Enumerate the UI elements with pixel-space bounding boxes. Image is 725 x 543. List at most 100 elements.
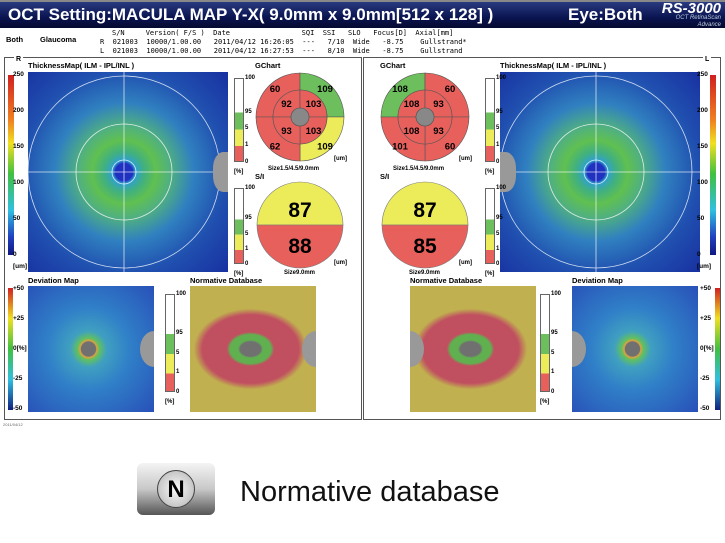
gchart-R: 60 109 109 62 92 103 103 93 87 88	[255, 72, 345, 269]
si-title: S/I	[380, 172, 390, 181]
left-eye-panel	[363, 57, 721, 420]
percent-unit: [%]	[485, 271, 495, 277]
percentile-label: 0	[496, 261, 500, 267]
percentile-label: 100	[245, 185, 256, 191]
thickness-scale-label: 150	[697, 143, 708, 150]
deviation-map-title: Deviation Map	[28, 276, 79, 285]
gchart-value: 60	[270, 84, 281, 95]
thickness-scale-label: 100	[13, 179, 24, 186]
optic-disc	[410, 331, 424, 367]
gchart-value: 109	[317, 84, 333, 95]
percentile-label: 1	[551, 369, 555, 376]
percent-unit: [%]	[165, 399, 175, 405]
gchart-value: 60	[445, 141, 456, 152]
percentile-label: 5	[551, 349, 555, 356]
percentile-label: 95	[551, 330, 558, 337]
optic-disc	[140, 331, 154, 367]
percentile-legend	[234, 78, 244, 162]
title-bar	[0, 0, 725, 28]
deviation-scale-label: +25	[700, 315, 712, 322]
percent-unit: [%]	[485, 169, 495, 175]
deviation-scale-label: +50	[700, 285, 712, 292]
thickness-scale-label: 250	[697, 71, 708, 78]
right-eye-panel	[4, 57, 362, 420]
gchart-value: 93	[433, 126, 444, 137]
thickness-scale-label: 200	[13, 107, 24, 114]
thickness-map	[500, 72, 700, 272]
si-size: Size9.0mm	[409, 270, 441, 276]
percentile-label: 95	[245, 215, 252, 222]
percentile-label: 95	[245, 108, 252, 115]
si-inferior	[381, 224, 469, 269]
caption-text: Normative database	[240, 476, 500, 508]
gchart-value: 108	[404, 126, 420, 137]
info-row-l: L 021003 10000/1.00.00 2011/04/12 16:27:…	[100, 47, 463, 55]
gchart-value: 108	[404, 99, 420, 110]
percentile-label: 5	[245, 230, 249, 237]
gchart-L: 108 60 60 101 108 93 93 108 87 85	[380, 72, 470, 269]
thickness-scale-label: 100	[697, 179, 708, 186]
info-header: S/N Version( F/S ) Date SQI SSI SLO Focu…	[112, 29, 454, 37]
thickness-scale-label: [um]	[13, 263, 28, 270]
gchart-value: 101	[392, 141, 409, 152]
deviation-scale-label: +50	[13, 285, 25, 292]
percentile-legend	[485, 78, 495, 162]
normative-database-map	[190, 286, 316, 412]
thickness-scale-label: 200	[697, 107, 708, 114]
deviation-scale-label: -25	[700, 375, 710, 382]
si-superior	[381, 181, 469, 226]
eye-both-label: Both	[6, 35, 24, 44]
percentile-label: 1	[496, 142, 500, 149]
gchart-value: 60	[445, 84, 456, 95]
deviation-colorbar	[715, 288, 720, 410]
percentile-label: 1	[496, 245, 500, 252]
gchart-value: 103	[306, 126, 322, 137]
si-inferior-value: 85	[413, 235, 437, 258]
si-superior	[256, 181, 344, 226]
gchart-unit: [um]	[334, 156, 347, 162]
percentile-label: 5	[496, 230, 500, 237]
percentile-label: 5	[496, 125, 500, 132]
gchart-title: GChart	[255, 61, 281, 70]
optic-disc	[500, 152, 516, 192]
fovea-center	[290, 107, 310, 127]
si-unit: [um]	[459, 260, 472, 266]
side-label-l: L	[703, 56, 712, 64]
info-row-r: R 021003 10000/1.00.00 2011/04/12 16:26:…	[100, 38, 467, 46]
optic-disc	[572, 331, 586, 367]
gchart-value: 109	[317, 141, 333, 152]
thickness-map	[28, 72, 228, 272]
percentile-legend	[234, 188, 244, 264]
percentile-label: 5	[176, 349, 180, 356]
si-inferior-value: 88	[288, 235, 312, 258]
percentile-label: 100	[496, 185, 507, 191]
side-label-r: R	[14, 56, 24, 64]
thickness-colorbar	[710, 75, 716, 255]
si-size: Size9.0mm	[284, 270, 316, 276]
gchart-unit: [um]	[459, 156, 472, 162]
optic-disc	[213, 152, 228, 192]
percent-unit: [%]	[234, 169, 244, 175]
percentile-label: 100	[245, 75, 256, 81]
etdrs-grid-overlay	[500, 72, 700, 272]
percentile-label: 95	[496, 215, 503, 222]
si-superior-value: 87	[413, 199, 436, 222]
percentile-label: 1	[176, 369, 180, 376]
deviation-map-title: Deviation Map	[572, 276, 623, 285]
normative-database-button[interactable]: N	[137, 463, 215, 515]
gchart-value: 92	[281, 99, 292, 110]
gchart-value: 103	[306, 99, 322, 110]
deviation-map	[28, 286, 154, 412]
footer-date: 2011/04/12	[3, 422, 23, 427]
fovea-center	[415, 107, 435, 127]
deviation-scale-label: -25	[13, 375, 23, 382]
percentile-legend	[165, 294, 175, 392]
gchart-size: Size1.5/4.5/9.0mm	[393, 166, 445, 172]
normative-database-map	[410, 286, 536, 412]
percentile-legend	[485, 188, 495, 264]
deviation-scale-label: +25	[13, 315, 25, 322]
si-inferior	[256, 224, 344, 269]
percentile-label: 0	[496, 159, 500, 165]
eye-label: Eye:Both	[568, 5, 643, 24]
percentile-label: 95	[176, 330, 183, 337]
